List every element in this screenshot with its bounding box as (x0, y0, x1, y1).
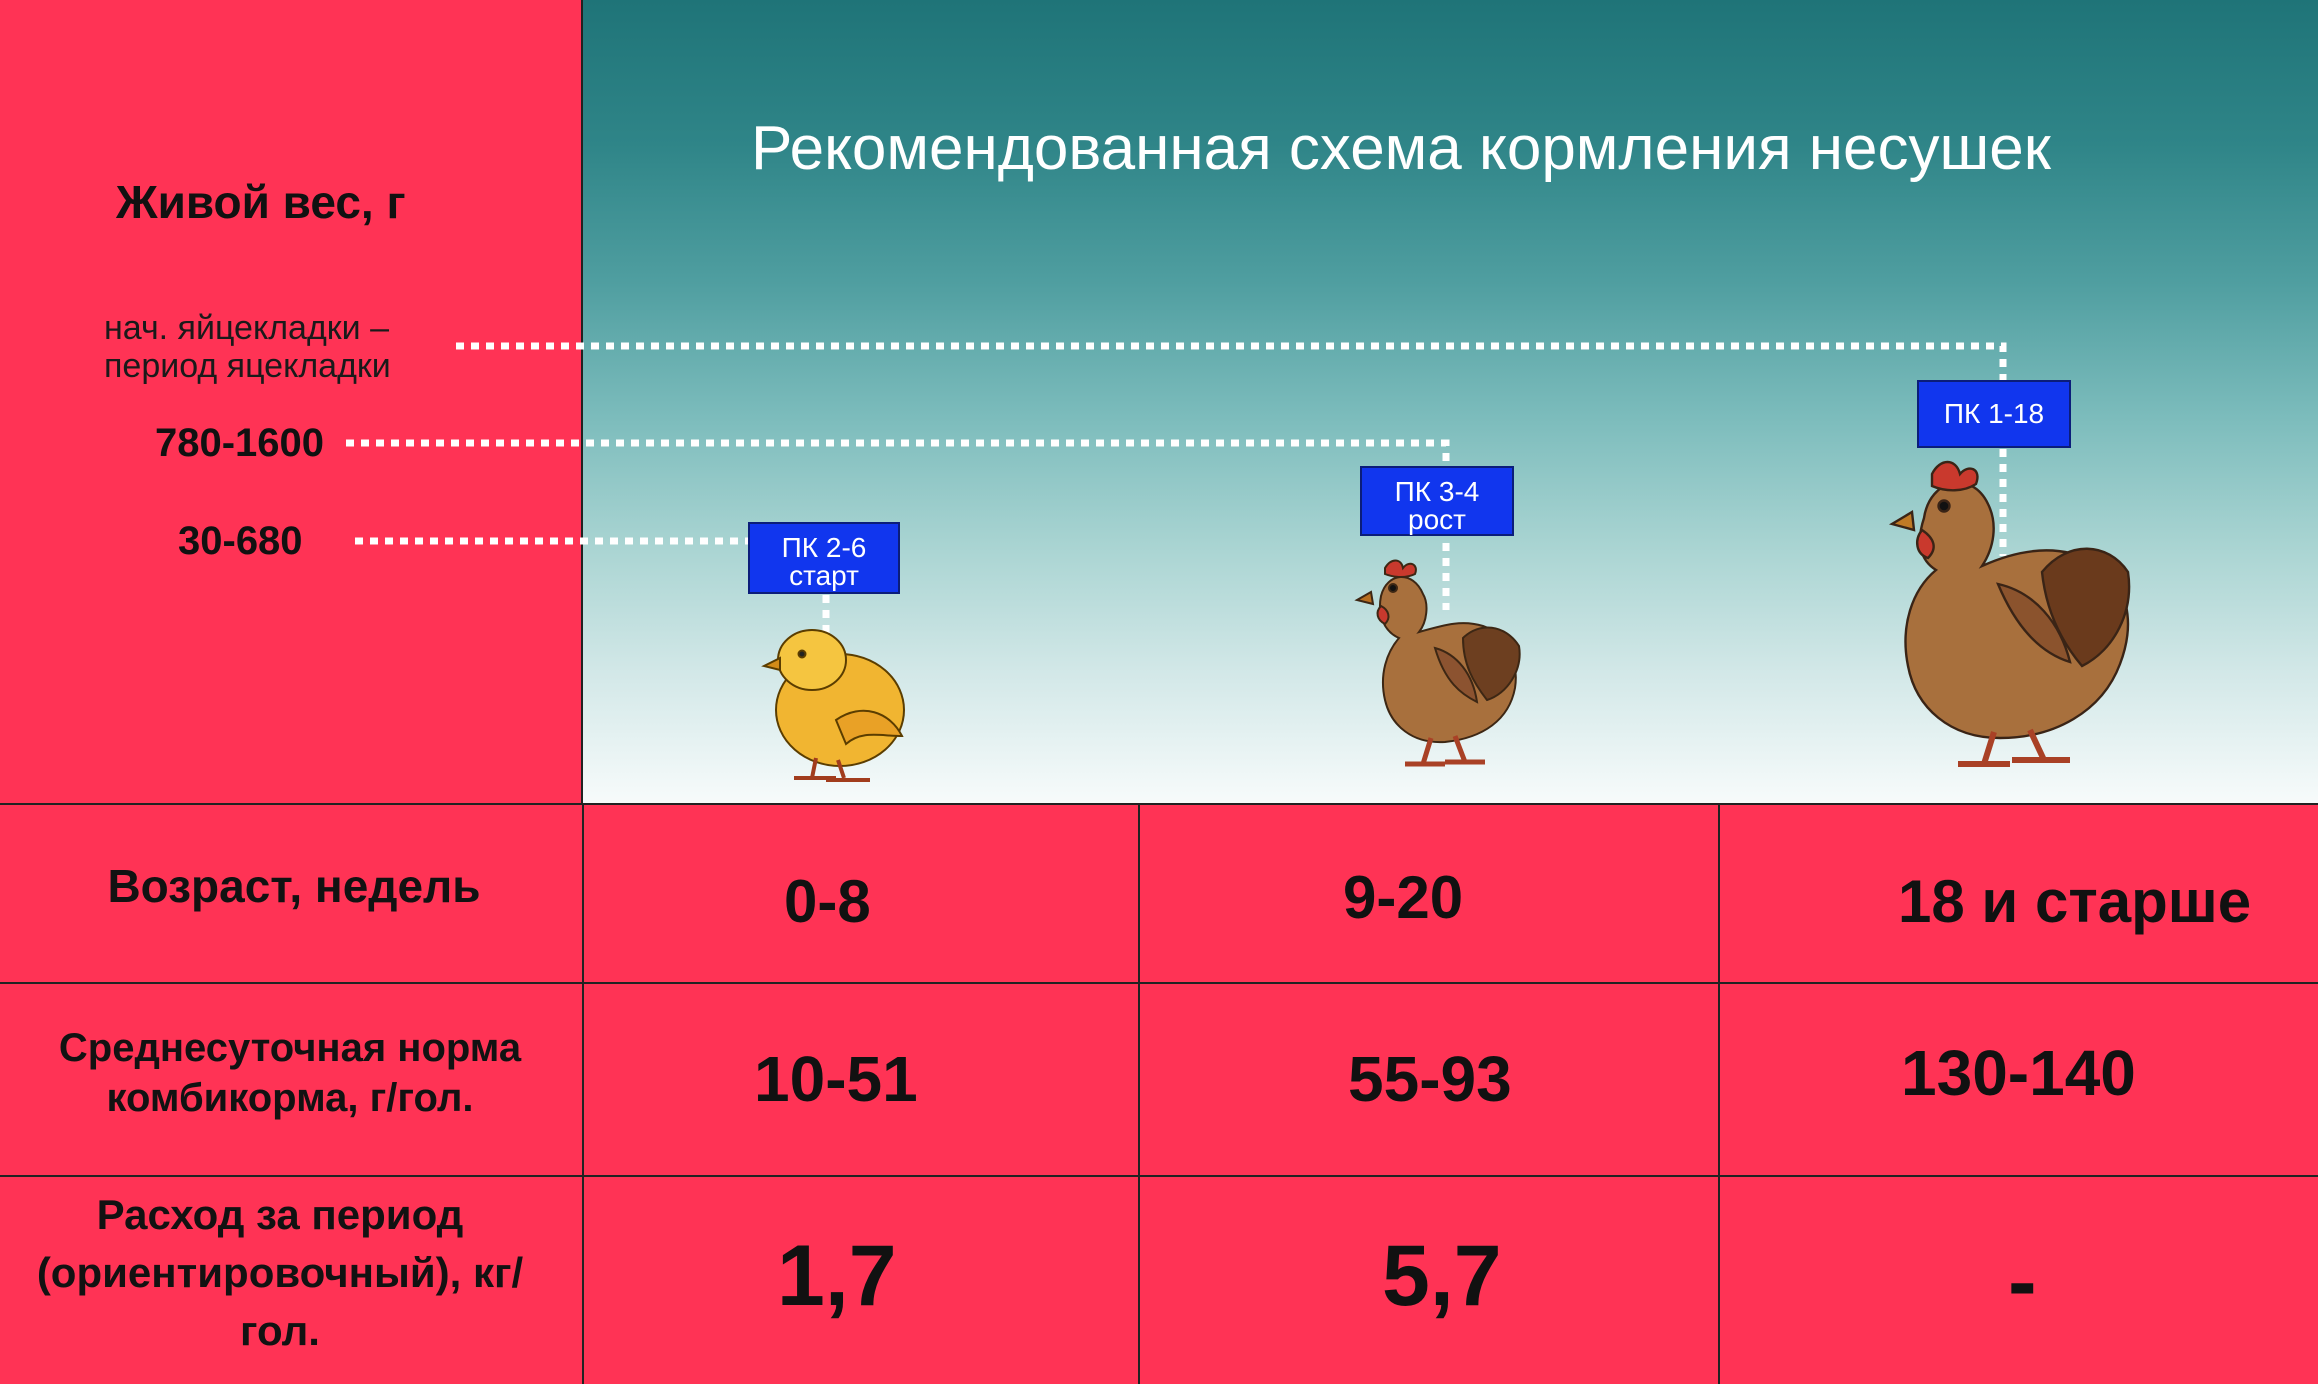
table-row-expense (0, 1175, 2318, 1384)
period-expense-value-1: 1,7 (777, 1228, 897, 1324)
row-label-daily-norm: Среднесуточная норма комбикорма, г/гол. (58, 1026, 522, 1120)
table-divider-3 (1718, 805, 1720, 1384)
daily-norm-value-2: 55-93 (1348, 1043, 1512, 1115)
age-value-1: 0-8 (784, 868, 871, 935)
feed-tag-layer-line1: ПК 1-18 (1943, 398, 2045, 429)
feeding-table: Возраст, недель Среднесуточная норма ком… (0, 803, 2318, 1384)
daily-norm-value-1: 10-51 (754, 1043, 918, 1115)
weight-heading: Живой вес, г (116, 176, 406, 228)
weight-note-line1: нач. яйцекладки – (104, 309, 390, 347)
hen-icon (1888, 460, 2131, 767)
table-row-daily (0, 982, 2318, 1175)
feed-tag-growth-line1: ПК 3-4 (1394, 476, 1480, 507)
feed-tag-start: ПК 2-6 старт (748, 522, 900, 594)
feed-tag-layer: ПК 1-18 (1917, 380, 2071, 448)
age-value-2: 9-20 (1343, 864, 1464, 931)
pullet-icon (1354, 559, 1521, 767)
weight-note: нач. яйцекладки – период яцекладки (104, 309, 391, 385)
period-expense-value-3: - (2008, 1234, 2037, 1330)
left-panel (0, 0, 583, 803)
table-divider-2 (1138, 805, 1140, 1384)
weight-range-upper: 780-1600 (155, 421, 325, 465)
table-divider-1 (582, 805, 584, 1384)
row-label-period-expense: Расход за период (ориентировочный), кг/г… (36, 1191, 524, 1354)
feed-tag-start-line2: старт (789, 560, 859, 591)
weight-range-lower: 30-680 (178, 519, 303, 563)
weight-note-line2: период яцекладки (104, 347, 391, 385)
daily-norm-value-3: 130-140 (1901, 1037, 2136, 1109)
chick-icon (761, 629, 905, 782)
feed-tag-start-line1: ПК 2-6 (781, 532, 867, 563)
feed-tag-growth-line2: рост (1408, 504, 1466, 535)
row-label-age: Возраст, недель (107, 860, 481, 912)
page-title: Рекомендованная схема кормления несушек (751, 114, 2051, 183)
age-value-3: 18 и старше (1898, 868, 2252, 935)
feed-tag-growth: ПК 3-4 рост (1360, 466, 1514, 536)
period-expense-value-2: 5,7 (1382, 1228, 1502, 1324)
